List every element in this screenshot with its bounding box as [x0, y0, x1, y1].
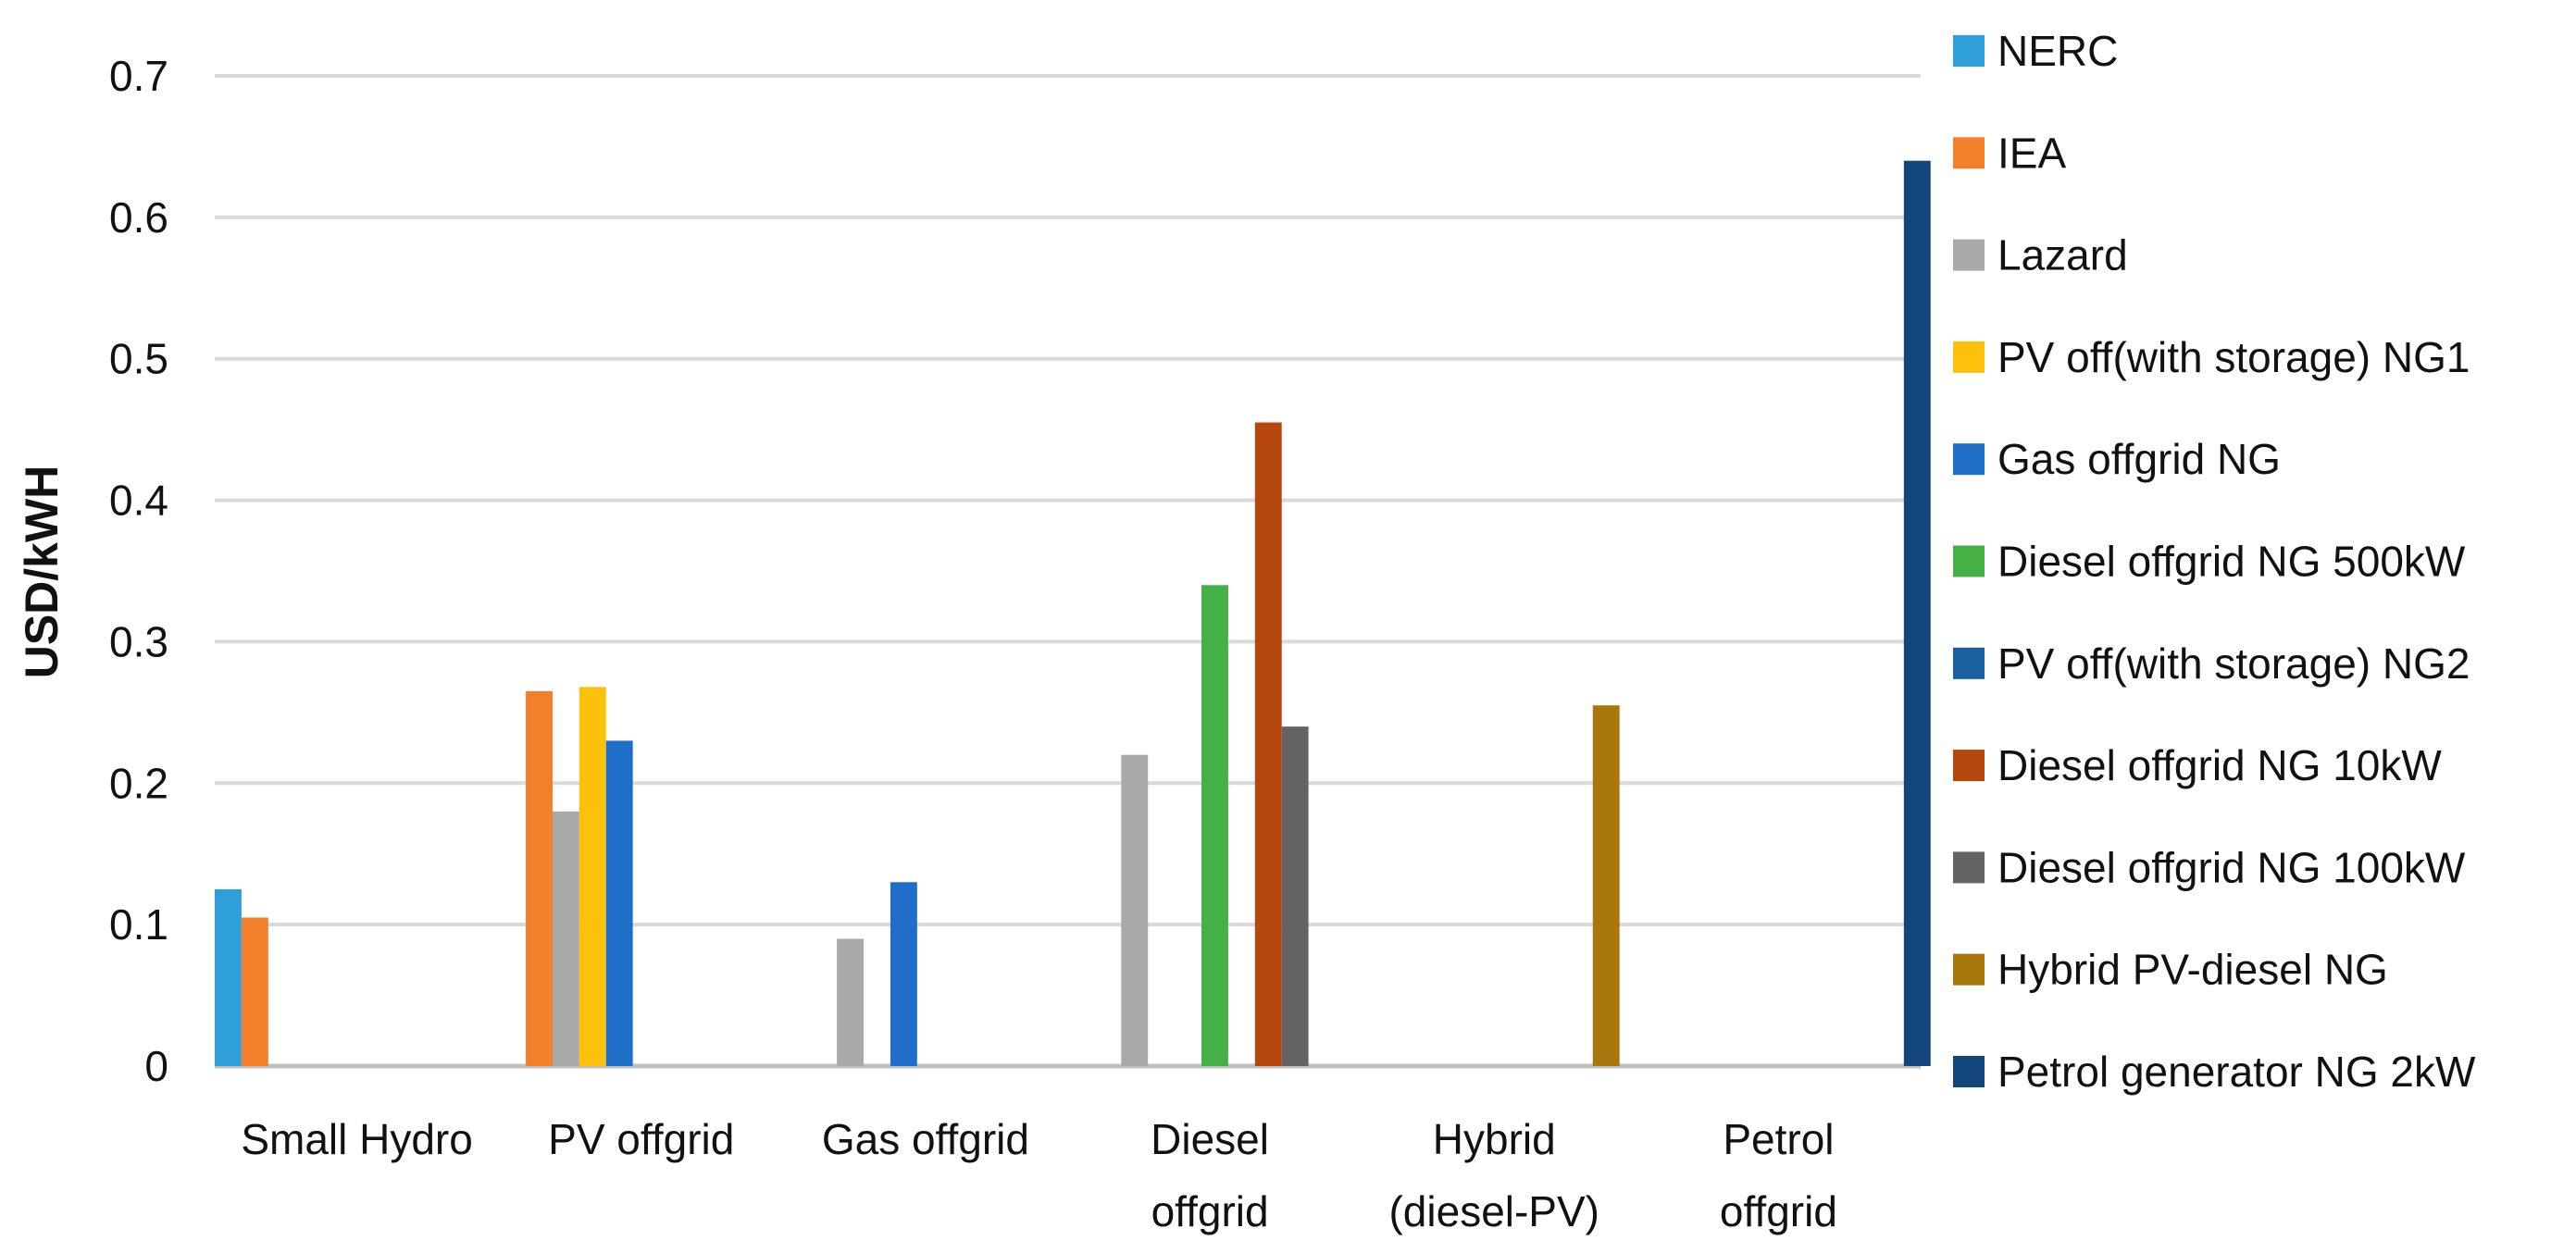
bar	[837, 938, 865, 1066]
x-axis-categories: Small Hydro PV offgrid Gas offgrid Diesel of…	[241, 1115, 1837, 1235]
y-tick-label: 0.4	[109, 477, 168, 525]
bar	[1201, 585, 1228, 1066]
legend-label: PV off(with storage) NG1	[1997, 333, 2470, 381]
legend: NERC IEA Lazard PV off(with storage) NG1 Gas…	[1953, 27, 2476, 1096]
x-category-label: PV offgrid	[548, 1115, 734, 1163]
x-category-label: Gas offgrid	[822, 1115, 1029, 1163]
legend-swatch	[1953, 341, 1985, 373]
bar	[241, 917, 268, 1066]
x-category-label: (diesel-PV)	[1388, 1187, 1599, 1235]
y-axis-ticks: 0 0.1 0.2 0.3 0.4 0.5 0.6 0.7	[109, 52, 168, 1090]
bar	[215, 888, 242, 1066]
bar	[552, 811, 579, 1066]
bar	[1121, 754, 1149, 1066]
legend-swatch	[1953, 851, 1985, 884]
legend-label: Diesel offgrid NG 500kW	[1997, 538, 2466, 586]
legend-swatch	[1953, 750, 1985, 782]
legend-label: Petrol generator NG 2kW	[1997, 1048, 2476, 1096]
bar	[579, 687, 606, 1066]
bar	[605, 740, 633, 1066]
x-category-label: offgrid	[1720, 1187, 1837, 1235]
y-tick-label: 0.7	[109, 52, 168, 100]
bar	[1592, 705, 1620, 1066]
legend-swatch	[1953, 545, 1985, 577]
y-tick-label: 0.2	[109, 759, 168, 807]
legend-swatch	[1953, 443, 1985, 476]
legend-label: Diesel offgrid NG 100kW	[1997, 843, 2466, 891]
y-axis-title: USD/kWH	[16, 465, 68, 679]
y-tick-label: 0.6	[109, 193, 168, 242]
bar	[1281, 726, 1309, 1066]
legend-label: PV off(with storage) NG2	[1997, 639, 2470, 688]
x-category-label: Petrol	[1723, 1115, 1834, 1163]
legend-swatch	[1953, 1056, 1985, 1087]
gridlines	[215, 74, 1921, 1069]
x-category-label: Hybrid	[1433, 1115, 1556, 1163]
legend-swatch	[1953, 137, 1985, 169]
x-category-label: Small Hydro	[241, 1115, 473, 1163]
legend-label: Hybrid PV-diesel NG	[1997, 946, 2388, 994]
y-tick-label: 0.1	[109, 900, 168, 949]
legend-swatch	[1953, 35, 1985, 67]
legend-swatch	[1953, 239, 1985, 271]
legend-label: IEA	[1997, 129, 2066, 177]
legend-swatch	[1953, 953, 1985, 986]
bars	[215, 160, 1931, 1066]
bar	[526, 690, 553, 1066]
legend-label: Lazard	[1997, 231, 2128, 279]
bar	[1254, 422, 1282, 1066]
legend-label: NERC	[1997, 27, 2118, 75]
legend-swatch	[1953, 647, 1985, 679]
y-tick-label: 0	[144, 1042, 168, 1090]
y-tick-label: 0.3	[109, 617, 168, 665]
x-category-label: Diesel	[1151, 1115, 1269, 1163]
y-tick-label: 0.5	[109, 335, 168, 383]
bar	[890, 882, 917, 1066]
x-category-label: offgrid	[1151, 1187, 1269, 1235]
legend-label: Gas offgrid NG	[1997, 435, 2281, 483]
bar	[1903, 160, 1931, 1066]
legend-label: Diesel offgrid NG 10kW	[1997, 741, 2442, 789]
